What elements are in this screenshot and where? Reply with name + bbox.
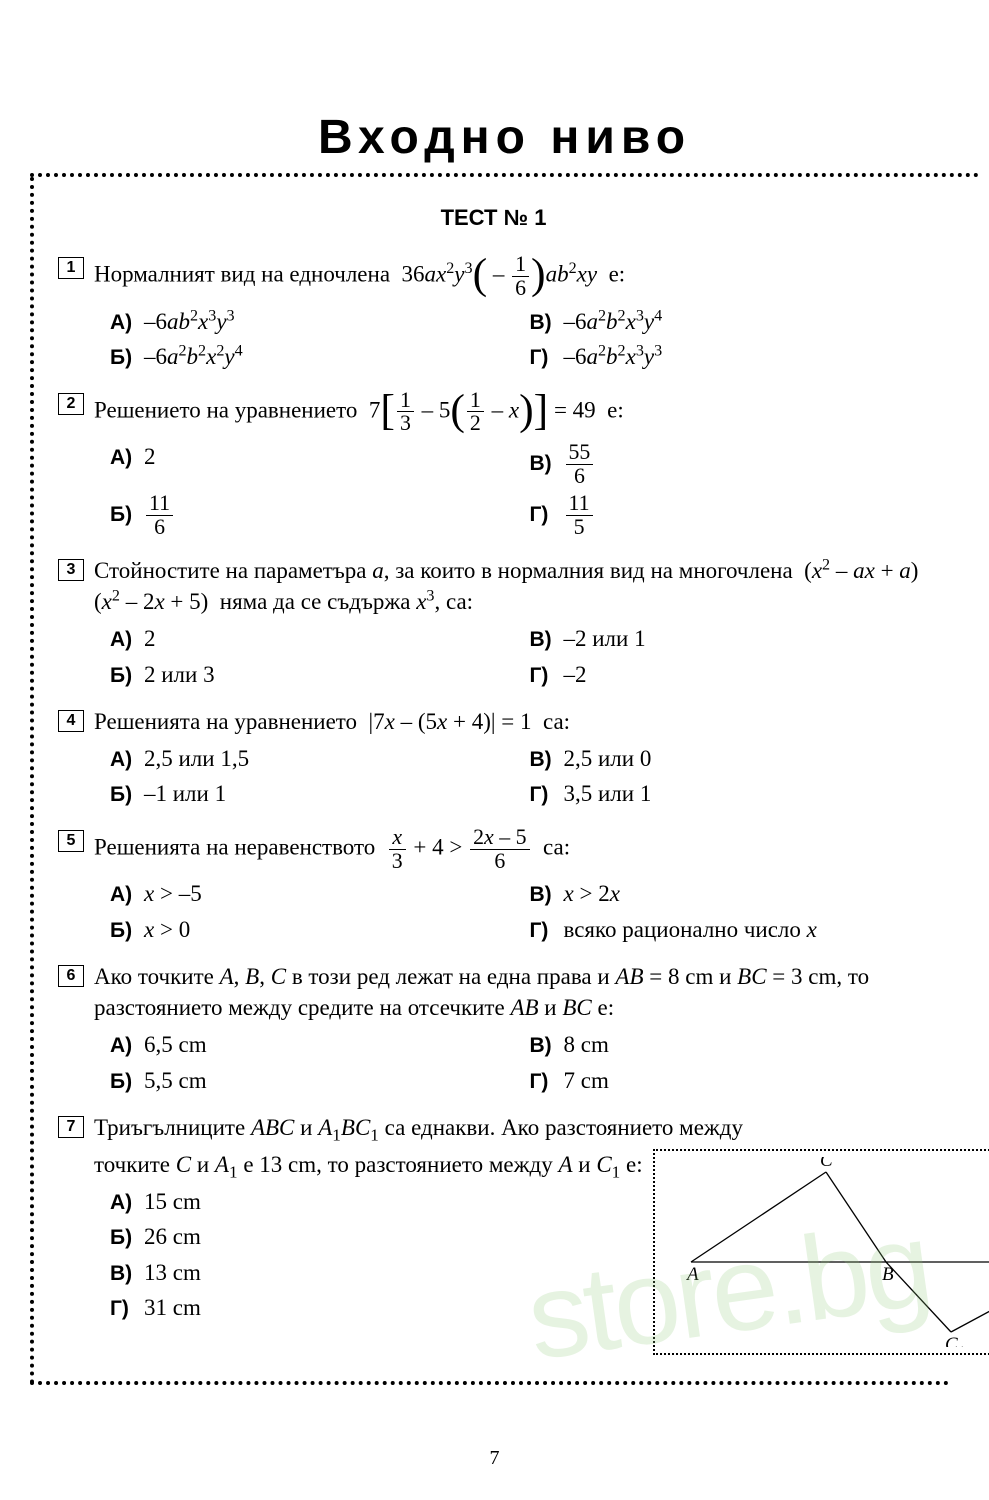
answer-Г: Г)7 cm	[530, 1065, 930, 1096]
question-number: 7	[58, 1116, 84, 1138]
answer-Б: Б)5,5 cm	[110, 1065, 510, 1096]
answer-А: А)15 cm	[110, 1186, 643, 1217]
answer-В: В)556	[530, 441, 930, 488]
question-5: 5 Решенията на неравенството x3 + 4 > 2x …	[58, 826, 929, 946]
answer-Г: Г)–6a2b2x3y3	[530, 341, 930, 372]
question-text: Нормалният вид на едночлена 36ax2y3( – 1…	[94, 253, 929, 300]
question-text: Ако точките A, B, C в този ред лежат на …	[94, 961, 929, 1023]
question-number: 5	[58, 830, 84, 852]
content-box: ТЕСТ № 1 1 Нормалният вид на едночлена 36…	[30, 177, 949, 1385]
answer-В: В)x > 2x	[530, 878, 930, 909]
main-title: Входно ниво	[60, 110, 949, 165]
question-6: 6 Ако точките A, B, C в този ред лежат на…	[58, 961, 929, 1096]
answer-А: А)6,5 cm	[110, 1029, 510, 1060]
question-number: 3	[58, 559, 84, 581]
answers: А)x > –5 В)x > 2x Б)x > 0 Г)всяко рационалн…	[94, 878, 929, 945]
question-text: Решенията на уравнението |7x – (5x + 4)|…	[94, 706, 929, 737]
answer-А: А)2,5 или 1,5	[110, 743, 510, 774]
svg-text:C₁: C₁	[945, 1334, 964, 1347]
question-number: 1	[58, 257, 84, 279]
answer-А: А)2	[110, 441, 510, 488]
answer-Г: Г)115	[530, 492, 930, 539]
question-1: 1 Нормалният вид на едночлена 36ax2y3( – …	[58, 253, 929, 373]
svg-text:C: C	[820, 1157, 833, 1171]
triangle-diagram: ABCA₁C₁17	[653, 1149, 989, 1355]
question-text: Решенията на неравенството x3 + 4 > 2x –…	[94, 826, 929, 873]
answer-Г: Г)3,5 или 1	[530, 778, 930, 809]
answers: А)6,5 cm В)8 cm Б)5,5 cm Г)7 cm	[94, 1029, 929, 1096]
answer-Г: Г)31 cm	[110, 1292, 643, 1323]
question-3: 3 Стойностите на параметъра a, за които в…	[58, 555, 929, 690]
page-number: 7	[0, 1447, 989, 1470]
svg-text:B: B	[882, 1264, 894, 1285]
question-7: 7 Триъгълниците ABC и A1BC1 са еднакви. А…	[58, 1112, 929, 1355]
answer-В: В)13 cm	[110, 1257, 643, 1288]
answer-В: В)–6a2b2x3y4	[530, 306, 930, 337]
answer-А: А)x > –5	[110, 878, 510, 909]
question-text: Триъгълниците ABC и A1BC1 са еднакви. Ак…	[94, 1112, 929, 1143]
answer-Г: Г)–2	[530, 659, 930, 690]
question-2: 2 Решението на уравнението 7[13 – 5(12 – …	[58, 389, 929, 540]
question-number: 4	[58, 710, 84, 732]
answers: А)2 В)–2 или 1 Б)2 или 3 Г)–2	[94, 623, 929, 690]
answer-Б: Б)26 cm	[110, 1221, 643, 1252]
answers: А)2,5 или 1,5 В)2,5 или 0 Б)–1 или 1 Г)3,5 …	[94, 743, 929, 810]
answer-Г: Г)всяко рационално число x	[530, 914, 930, 945]
answer-В: В)2,5 или 0	[530, 743, 930, 774]
question-number: 6	[58, 965, 84, 987]
answers: А)2 В)556 Б)116 Г)115	[94, 441, 929, 539]
test-header: ТЕСТ № 1	[58, 205, 929, 231]
answers: А)–6ab2x3y3 В)–6a2b2x3y4 Б)–6a2b2x2y4 Г)–6a…	[94, 306, 929, 373]
answer-Б: Б)2 или 3	[110, 659, 510, 690]
answer-А: А)2	[110, 623, 510, 654]
answer-В: В)–2 или 1	[530, 623, 930, 654]
svg-text:A: A	[685, 1264, 699, 1285]
answer-Б: Б)x > 0	[110, 914, 510, 945]
question-text: Стойностите на параметъра a, за които в …	[94, 555, 929, 617]
answer-Б: Б)116	[110, 492, 510, 539]
question-4: 4 Решенията на уравнението |7x – (5x + 4)…	[58, 706, 929, 810]
question-number: 2	[58, 393, 84, 415]
question-text: Решението на уравнението 7[13 – 5(12 – x…	[94, 389, 929, 436]
answer-Б: Б)–6a2b2x2y4	[110, 341, 510, 372]
answer-В: В)8 cm	[530, 1029, 930, 1060]
question-text-cont: точките C и A1 е 13 cm, то разстоянието …	[94, 1149, 643, 1180]
answer-А: А)–6ab2x3y3	[110, 306, 510, 337]
answer-Б: Б)–1 или 1	[110, 778, 510, 809]
